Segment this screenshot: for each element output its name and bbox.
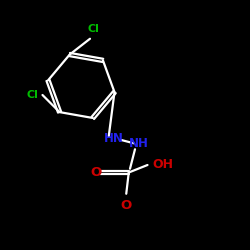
Text: Cl: Cl bbox=[26, 90, 38, 100]
Text: O: O bbox=[90, 166, 102, 179]
Text: HN: HN bbox=[104, 132, 124, 145]
Text: NH: NH bbox=[129, 137, 149, 150]
Text: O: O bbox=[120, 199, 132, 212]
Text: Cl: Cl bbox=[88, 24, 100, 34]
Text: OH: OH bbox=[152, 158, 174, 172]
